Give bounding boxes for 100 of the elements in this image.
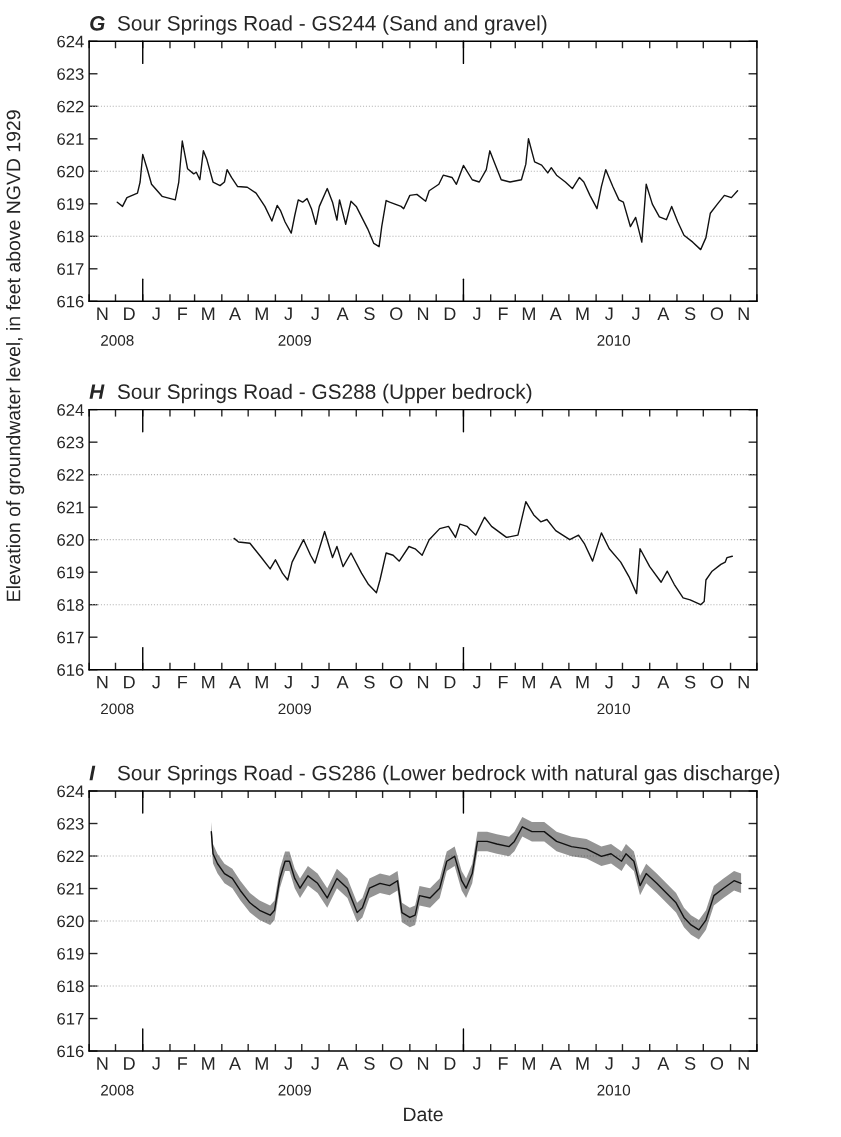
text: N [417, 307, 429, 320]
text: J [284, 307, 292, 321]
y-axis-title: Elevation of groundwater level, in feet above NGVD 1929 [6, 110, 25, 601]
y-tick-label: 617 [57, 1012, 84, 1025]
text: N [738, 1057, 749, 1070]
x-tick-label: 2009 [278, 335, 312, 346]
text: D [124, 675, 135, 689]
y-tick-label: 622 [57, 850, 84, 863]
y-tick-label: 621 [57, 133, 84, 145]
text: D [444, 307, 456, 320]
text: A [657, 1057, 670, 1070]
text: A [657, 307, 670, 320]
text: N [738, 307, 749, 320]
text: M [522, 1057, 535, 1070]
text: D [124, 1057, 135, 1070]
text: J [631, 307, 640, 321]
text: A [229, 307, 241, 320]
text: J [605, 307, 613, 321]
text: O [390, 307, 403, 321]
text: J [472, 1057, 481, 1070]
line-series [233, 500, 733, 606]
text: N [738, 675, 749, 689]
y-tick-label: 619 [57, 566, 84, 579]
x-tick-label: 2009 [278, 703, 312, 715]
y-tick-label: 620 [57, 534, 84, 546]
y-tick-label: 622 [57, 469, 84, 481]
y-tick-label: 624 [57, 404, 84, 416]
text: A [336, 1057, 349, 1070]
text: D [444, 675, 456, 689]
text: M [576, 675, 589, 689]
x-axis-title: Date [404, 1107, 443, 1122]
text: D [444, 1057, 456, 1070]
y-tick-label: 623 [57, 817, 84, 830]
text: O [710, 307, 724, 321]
text: M [202, 1057, 215, 1070]
text: F [178, 1057, 188, 1070]
x-tick-label: 2008 [101, 1084, 134, 1096]
text: A [336, 675, 349, 689]
y-tick-label: 624 [57, 785, 84, 798]
y-tick-label: 618 [57, 599, 84, 611]
text: J [605, 675, 613, 689]
text: N [97, 307, 108, 320]
text: J [152, 1057, 160, 1070]
y-tick-label: 619 [57, 198, 84, 210]
text: J [284, 675, 292, 689]
text: M [202, 675, 215, 689]
text: N [417, 675, 429, 689]
text: O [390, 1057, 403, 1070]
text: F [498, 1057, 508, 1070]
chart-title: H Sour Springs Road - GS288 (Upper bedrock) [89, 383, 532, 404]
text: A [549, 675, 562, 689]
text: S [684, 307, 696, 321]
text: D [124, 307, 135, 320]
y-tick-label: 617 [57, 263, 84, 275]
y-tick-label: 618 [57, 230, 84, 243]
text: M [255, 1057, 268, 1070]
text: N [417, 1057, 429, 1070]
y-tick-label: 618 [57, 980, 84, 993]
text: M [202, 307, 215, 320]
text: F [498, 307, 508, 320]
x-tick-label: 2008 [101, 335, 134, 346]
text: A [336, 307, 349, 320]
y-tick-label: 623 [57, 436, 84, 449]
text: J [631, 675, 640, 689]
y-tick-label: 616 [57, 664, 84, 676]
y-tick-label: 616 [57, 295, 84, 308]
line-series [116, 138, 739, 251]
y-tick-label: 619 [57, 947, 84, 960]
x-tick-label: 2010 [597, 335, 631, 346]
chart-title: G Sour Springs Road - GS244 (Sand and gravel) [90, 15, 547, 35]
y-tick-label: 624 [57, 35, 84, 48]
text: A [549, 1057, 562, 1070]
text: J [284, 1057, 292, 1070]
y-tick-label: 616 [57, 1045, 84, 1058]
text: J [311, 675, 319, 689]
x-tick-label: 2009 [278, 1084, 312, 1096]
text: J [311, 307, 319, 321]
text: J [472, 307, 481, 321]
y-tick-label: 620 [57, 165, 84, 178]
text: S [684, 1057, 696, 1070]
text: J [472, 675, 481, 689]
text: M [255, 675, 268, 689]
x-tick-label: 2008 [101, 703, 134, 715]
text: O [710, 1057, 724, 1070]
text: M [522, 307, 535, 320]
text: A [229, 675, 241, 689]
y-tick-label: 620 [57, 915, 84, 928]
text: S [364, 675, 375, 689]
text: M [522, 675, 535, 689]
text: S [364, 1057, 375, 1070]
text: M [576, 1057, 589, 1070]
text: O [390, 675, 403, 689]
y-tick-label: 622 [57, 100, 84, 113]
chart-title: I Sour Springs Road - GS286 (Lower bedrock with natural gas discharge) [89, 765, 780, 785]
text: M [255, 307, 268, 320]
text: A [657, 675, 670, 689]
y-tick-label: 621 [57, 882, 84, 895]
text: J [311, 1057, 319, 1070]
text: M [576, 307, 589, 320]
text: J [631, 1057, 640, 1070]
